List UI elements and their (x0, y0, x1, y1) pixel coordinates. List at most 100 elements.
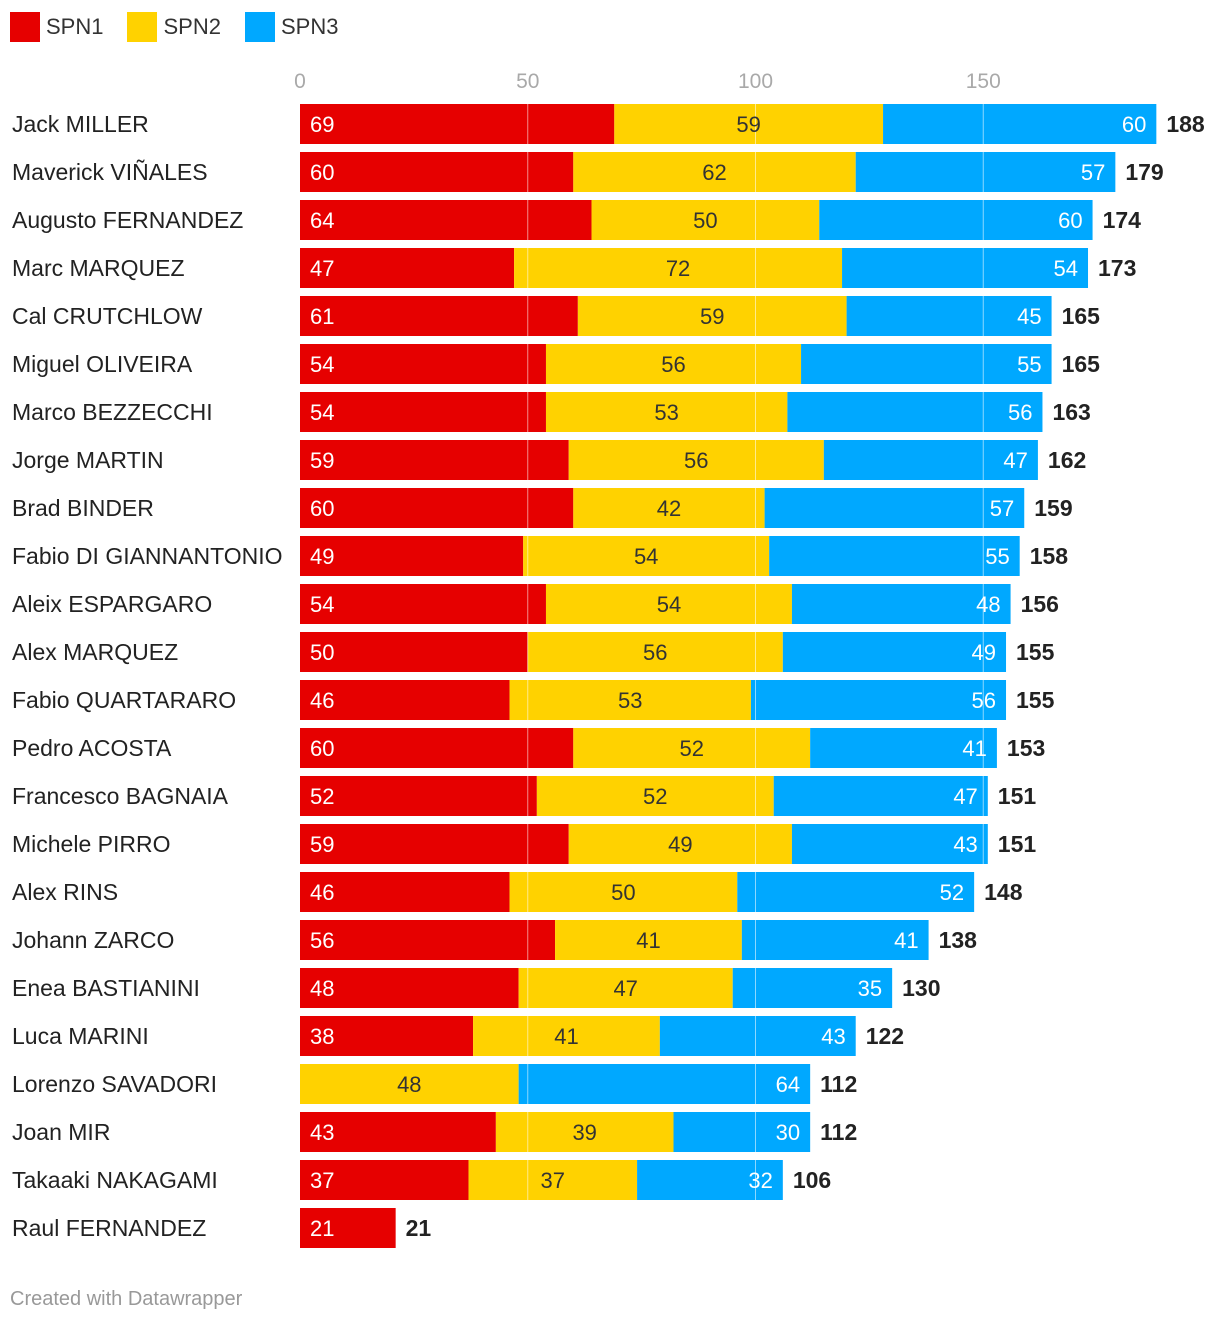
rider-name-label: Raul FERNANDEZ (12, 1215, 206, 1241)
bar-value-label: 52 (643, 784, 667, 809)
bar-total-label: 112 (820, 1119, 857, 1145)
bar-value-label: 49 (668, 832, 692, 857)
bar-value-label: 41 (894, 928, 918, 953)
bar-value-label: 54 (310, 400, 334, 425)
rider-name-label: Enea BASTIANINI (12, 975, 200, 1001)
bar-total-label: 159 (1034, 495, 1072, 521)
bar-segment-spn2 (509, 872, 738, 912)
bar-segment-spn2 (468, 1160, 638, 1200)
bar-segment-spn1 (300, 152, 574, 192)
bar-segment-spn1 (300, 344, 546, 384)
bar-segment-spn1 (300, 680, 510, 720)
legend-swatch (127, 12, 158, 42)
bar-segment-spn3 (842, 248, 1089, 288)
bar-value-label: 56 (972, 688, 996, 713)
rider-name-label: Fabio DI GIANNANTONIO (12, 543, 283, 569)
bar-value-label: 41 (962, 736, 986, 761)
bar-segment-spn2 (568, 440, 824, 480)
bar-value-label: 57 (990, 496, 1014, 521)
bar-segment-spn1 (300, 920, 556, 960)
bar-segment-spn1 (300, 1160, 469, 1200)
bar-total-label: 174 (1103, 207, 1142, 233)
bar-value-label: 47 (310, 256, 334, 281)
bar-value-label: 64 (310, 208, 334, 233)
bar-value-label: 59 (310, 832, 334, 857)
bar-segment-spn1 (300, 440, 569, 480)
bar-segment-spn3 (659, 1016, 856, 1056)
bar-total-label: 165 (1062, 351, 1101, 377)
bar-segment-spn3 (782, 632, 1007, 672)
bar-total-label: 138 (939, 927, 978, 953)
rider-name-label: Fabio QUARTARARO (12, 687, 236, 713)
bar-value-label: 56 (1008, 400, 1032, 425)
bar-total-label: 156 (1021, 591, 1059, 617)
bar-value-label: 32 (748, 1168, 772, 1193)
bar-segment-spn2 (509, 680, 751, 720)
bar-value-label: 72 (666, 256, 690, 281)
bar-segment-spn3 (637, 1160, 783, 1200)
bar-value-label: 43 (953, 832, 977, 857)
bar-segment-spn1 (300, 248, 515, 288)
bar-segment-spn2 (577, 296, 847, 336)
bar-segment-spn1 (300, 536, 524, 576)
bar-segment-spn3 (732, 968, 893, 1008)
bar-value-label: 39 (572, 1120, 596, 1145)
bar-value-label: 43 (821, 1024, 845, 1049)
rider-name-label: Marc MARQUEZ (12, 255, 185, 281)
bar-segment-spn1 (300, 1112, 496, 1152)
bar-value-label: 59 (310, 448, 334, 473)
bar-value-label: 55 (1017, 352, 1041, 377)
bar-total-label: 173 (1098, 255, 1136, 281)
labels-group: 69 59 60 188 60 62 57 179 64 50 60 174 47 72 54 173 61 59… (310, 111, 1205, 1241)
x-axis-tick-label: 100 (738, 70, 773, 93)
bar-total-label: 130 (902, 975, 940, 1001)
bar-value-label: 60 (1058, 208, 1082, 233)
bar-value-label: 55 (985, 544, 1009, 569)
bars-group (300, 104, 1157, 1248)
bar-segment-spn3 (764, 488, 1025, 528)
rider-name-label: Miguel OLIVEIRA (12, 351, 193, 377)
bar-segment-spn2 (514, 248, 843, 288)
bar-segment-spn1 (300, 488, 574, 528)
bar-value-label: 54 (657, 592, 681, 617)
rider-name-label: Takaaki NAKAGAMI (12, 1167, 218, 1193)
bar-value-label: 60 (310, 736, 334, 761)
rider-name-label: Jack MILLER (12, 111, 149, 137)
rider-name-label: Augusto FERNANDEZ (12, 207, 243, 233)
bar-segment-spn2 (614, 104, 884, 144)
bar-value-label: 49 (972, 640, 996, 665)
bar-segment-spn3 (846, 296, 1052, 336)
bar-total-label: 106 (793, 1167, 831, 1193)
bar-value-label: 21 (310, 1216, 334, 1241)
bar-total-label: 148 (984, 879, 1023, 905)
bar-segment-spn2 (573, 488, 765, 528)
bar-total-label: 162 (1048, 447, 1086, 473)
bar-total-label: 163 (1052, 399, 1090, 425)
bar-segment-spn2 (300, 1064, 519, 1104)
bar-segment-spn1 (300, 776, 537, 816)
bar-value-label: 41 (554, 1024, 578, 1049)
bar-segment-spn1 (300, 200, 592, 240)
bar-segment-spn3 (518, 1064, 811, 1104)
x-axis-tick-label: 150 (966, 70, 1001, 93)
footer-credit: Created with Datawrapper (10, 1288, 243, 1310)
bar-segment-spn1 (300, 1016, 474, 1056)
rider-name-label: Michele PIRRO (12, 831, 170, 857)
bar-total-label: 165 (1062, 303, 1101, 329)
legend: SPN1 SPN2 SPN3 (10, 12, 362, 42)
legend-item-spn1: SPN1 (10, 12, 103, 42)
bar-value-label: 42 (657, 496, 681, 521)
bar-total-label: 151 (998, 783, 1037, 809)
rider-name-label: Johann ZARCO (12, 927, 174, 953)
bar-value-label: 60 (310, 496, 334, 521)
rider-name-label: Francesco BAGNAIA (12, 783, 229, 809)
bar-value-label: 47 (953, 784, 977, 809)
bar-segment-spn1 (300, 104, 615, 144)
legend-label: SPN1 (46, 14, 104, 39)
bar-value-label: 48 (976, 592, 1000, 617)
bar-value-label: 53 (654, 400, 678, 425)
bar-value-label: 69 (310, 112, 334, 137)
bar-segment-spn2 (523, 536, 770, 576)
bar-segment-spn3 (773, 776, 988, 816)
bar-value-label: 56 (643, 640, 667, 665)
